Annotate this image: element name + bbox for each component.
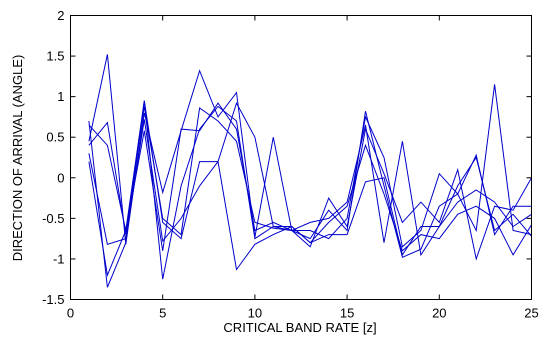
plot-frame bbox=[70, 15, 532, 300]
x-tick-label: 20 bbox=[432, 306, 446, 321]
y-tick-label: 2 bbox=[57, 8, 64, 23]
x-axis: 0 5 10 15 20 25 bbox=[67, 15, 539, 321]
x-tick-label: 15 bbox=[340, 306, 354, 321]
series-line-3 bbox=[88, 106, 532, 248]
series-layer bbox=[88, 54, 532, 288]
x-tick-label: 5 bbox=[159, 306, 166, 321]
y-tick-label: -1 bbox=[53, 251, 65, 266]
x-tick-label: 25 bbox=[524, 306, 538, 321]
y-tick-label: 0 bbox=[57, 170, 64, 185]
series-line-2 bbox=[88, 54, 532, 261]
x-tick-label: 10 bbox=[248, 306, 262, 321]
y-tick-label: 1 bbox=[57, 89, 64, 104]
y-tick-label: -1.5 bbox=[42, 292, 64, 307]
y-tick-label: 1.5 bbox=[46, 49, 64, 64]
y-tick-label: 0.5 bbox=[46, 130, 64, 145]
series-line-6 bbox=[88, 100, 532, 278]
x-tick-label: 0 bbox=[67, 306, 74, 321]
series-line-5 bbox=[88, 102, 532, 257]
x-axis-label: CRITICAL BAND RATE [z] bbox=[223, 320, 376, 335]
series-line-1 bbox=[88, 84, 532, 288]
y-axis: -1.5 -1 -0.5 0 0.5 1 1.5 2 bbox=[42, 8, 532, 307]
y-tick-label: -0.5 bbox=[42, 211, 64, 226]
y-axis-label: DIRECTION OF ARRIVAL (ANGLE) bbox=[10, 55, 25, 262]
